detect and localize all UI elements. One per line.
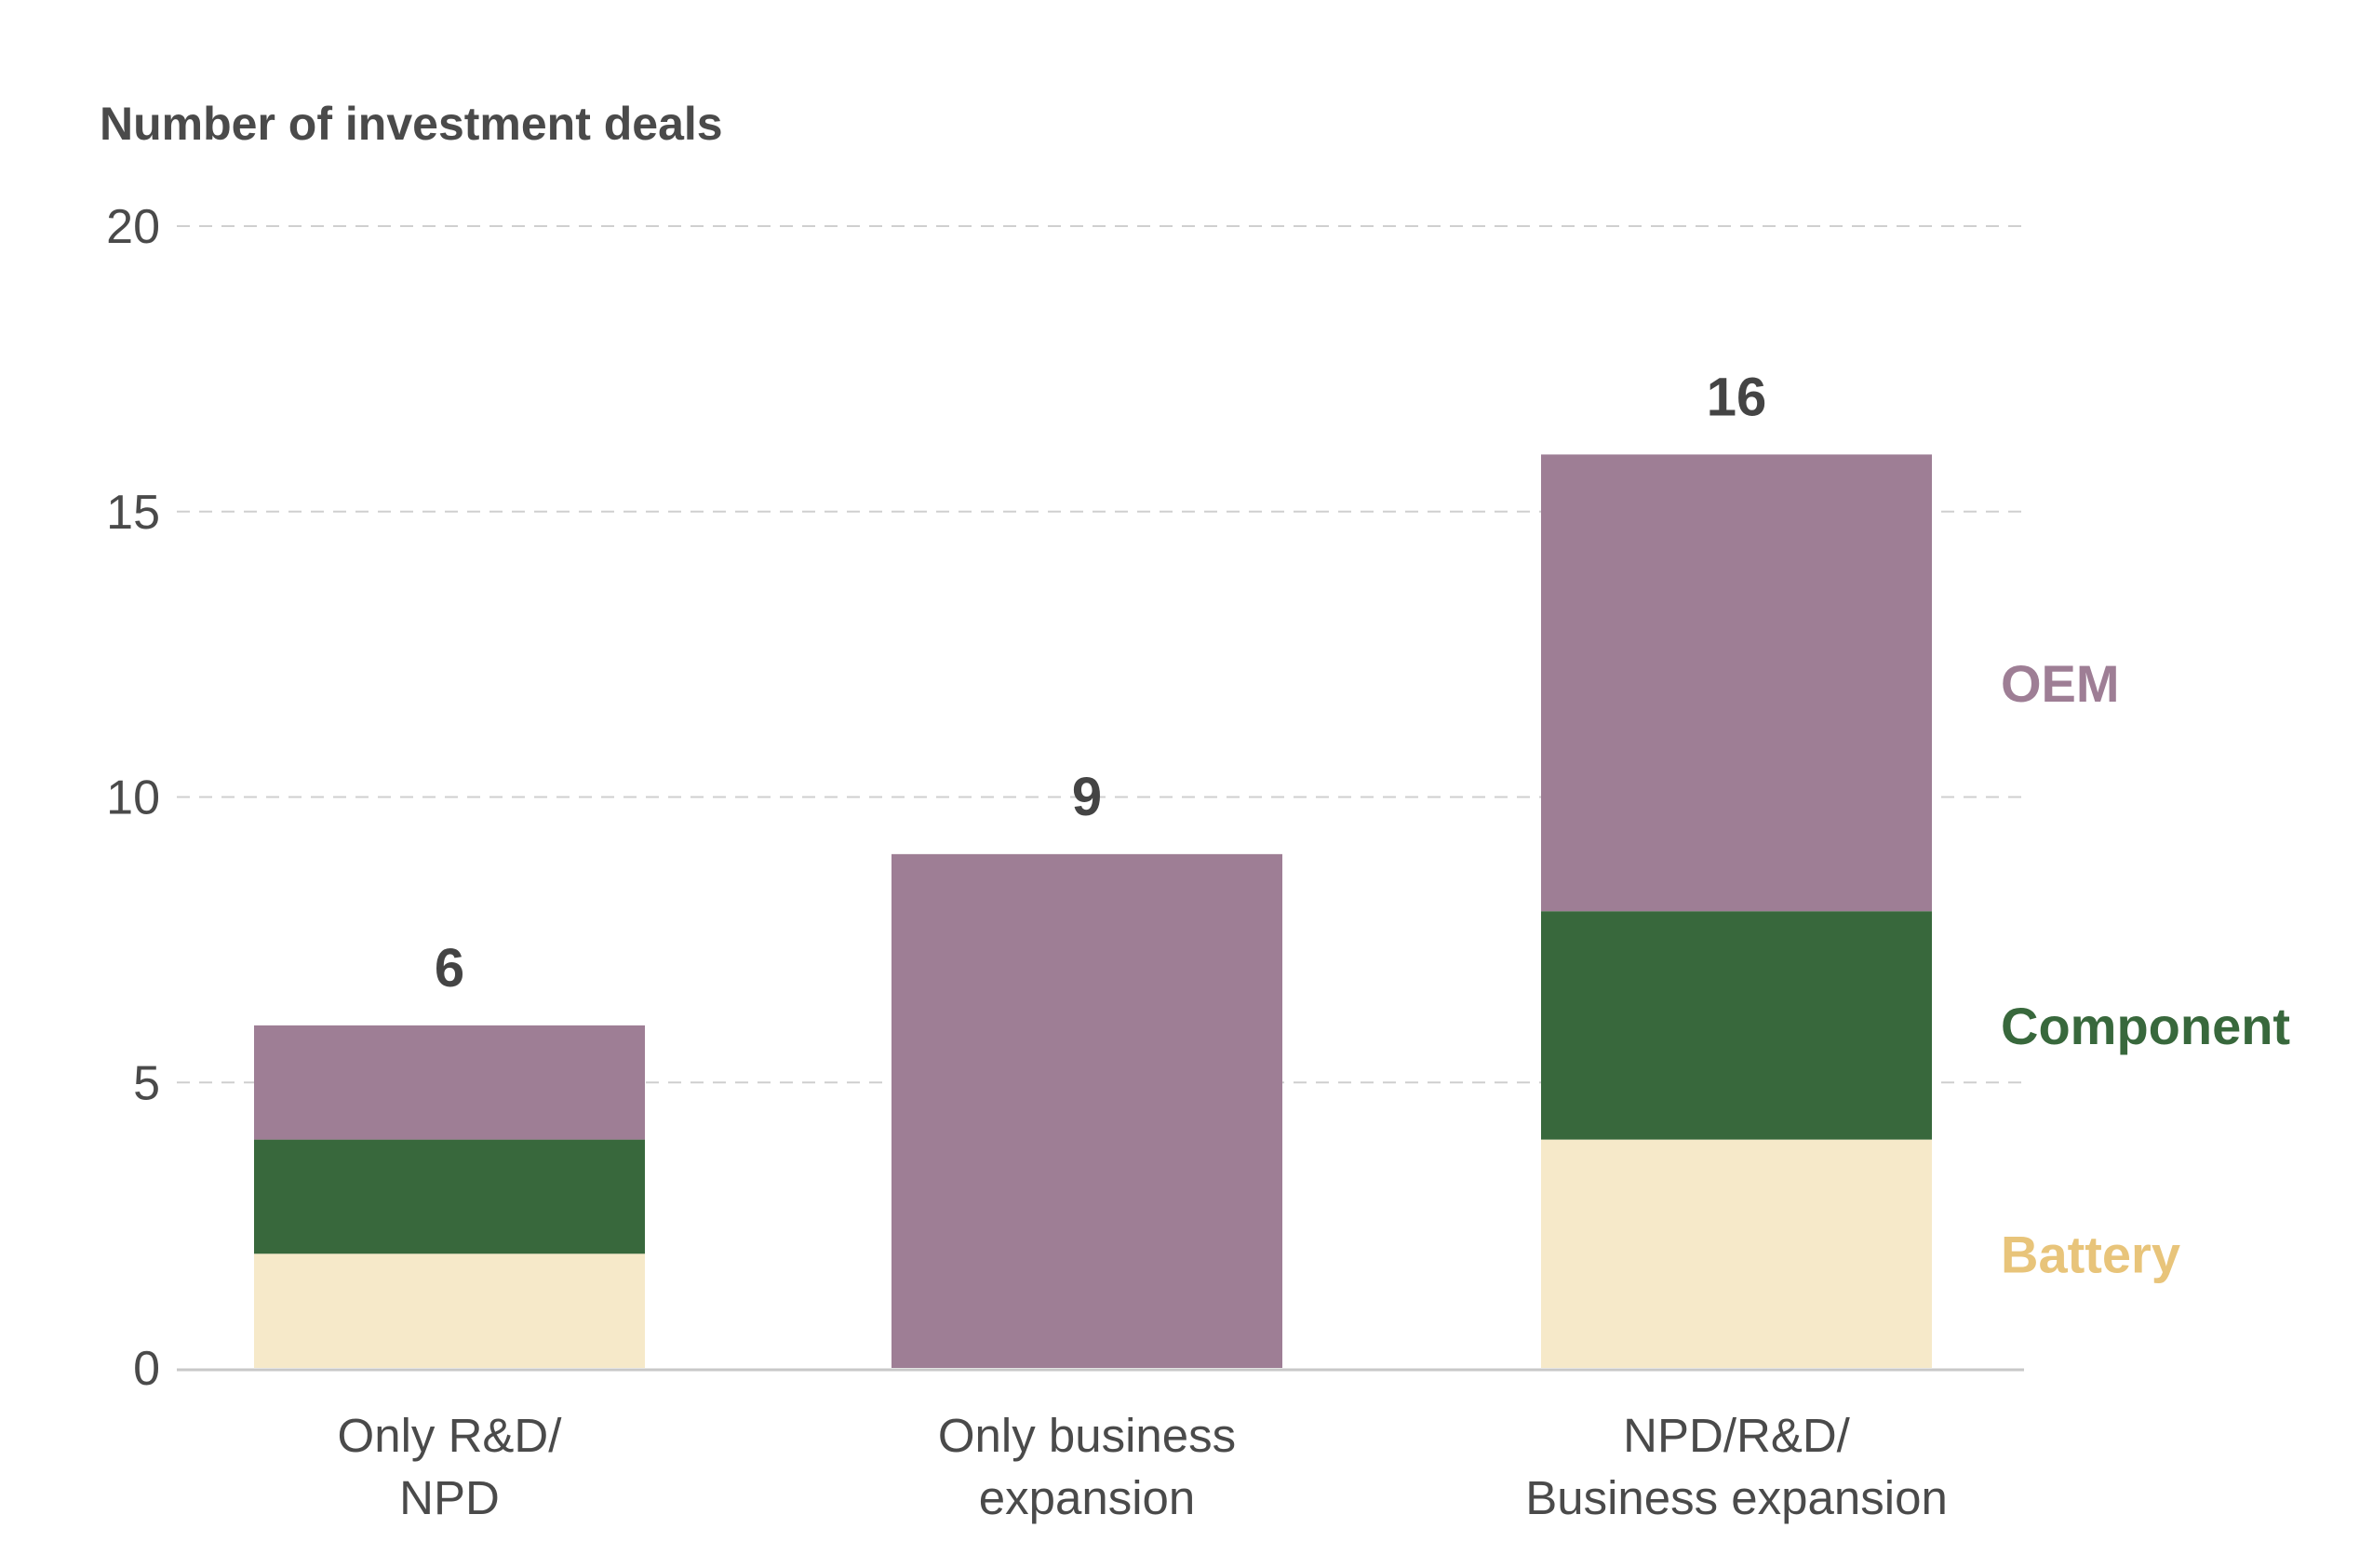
y-axis-ticks: 0 5 10 15 20 (106, 200, 160, 1396)
bar-total-label: 16 (1707, 367, 1767, 427)
x-category-label: Business expansion (1525, 1471, 1948, 1524)
bar-segment-oem (1541, 454, 1932, 912)
legend-label-battery: Battery (2001, 1225, 2180, 1283)
x-category-label: NPD (399, 1471, 500, 1524)
y-tick-label: 20 (106, 200, 160, 254)
y-axis-title: Number of investment deals (100, 98, 723, 150)
bar-total-label: 9 (1072, 767, 1102, 827)
bar-segment-oem (892, 853, 1282, 1368)
x-category-label: Only business (938, 1409, 1236, 1462)
category-labels: Only R&D/NPD Only business expansion NPD/R&… (338, 1409, 1948, 1524)
x-category-label: Only R&D/ (338, 1409, 563, 1462)
y-tick-label: 10 (106, 771, 160, 825)
bar-segment-battery (1541, 1139, 1932, 1368)
bar-totals: 6 9 16 (435, 367, 1766, 998)
bar-segment-component (254, 1139, 645, 1254)
x-category-label: NPD/R&D/ (1623, 1409, 1851, 1462)
legend-label-oem: OEM (2001, 654, 2120, 713)
bars (254, 454, 1932, 1368)
y-tick-label: 0 (133, 1342, 160, 1396)
legend-label-component: Component (2001, 997, 2290, 1055)
y-tick-label: 5 (133, 1056, 160, 1110)
bar-segment-oem (254, 1025, 645, 1140)
bar-total-label: 6 (435, 938, 464, 998)
x-category-label: expansion (979, 1471, 1196, 1524)
bar-segment-battery (254, 1253, 645, 1368)
legend: Battery Component OEM (2001, 654, 2290, 1284)
y-tick-label: 15 (106, 486, 160, 540)
bar-segment-component (1541, 911, 1932, 1140)
